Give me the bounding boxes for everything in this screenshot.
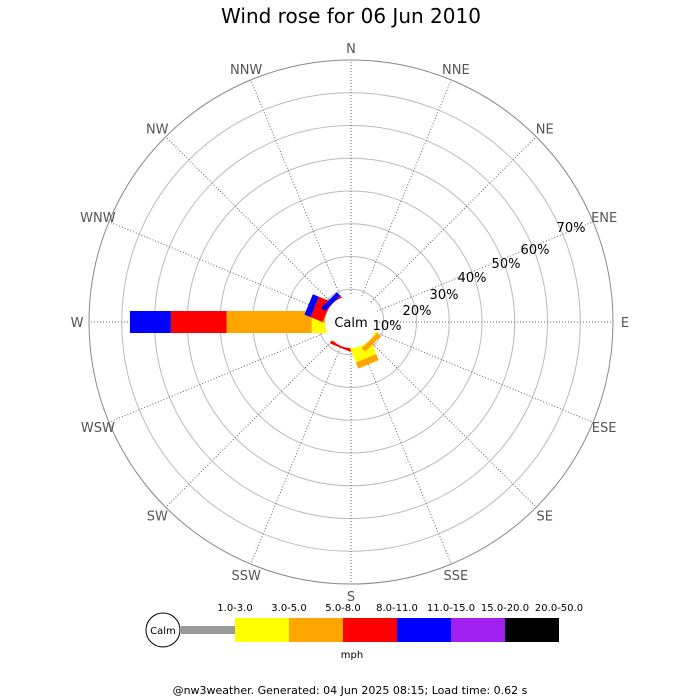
legend-label-0: 1.0-3.0 <box>217 603 252 614</box>
dir-label-e: E <box>621 316 629 331</box>
ring-label-70: 70% <box>557 221 586 236</box>
legend-calm-label: Calm <box>150 626 176 637</box>
rose-spokes <box>89 60 613 584</box>
legend-swatch-1 <box>235 618 289 642</box>
calm-label: Calm <box>334 316 367 331</box>
spoke-wnw <box>108 221 326 312</box>
dir-label-nne: NNE <box>442 63 470 78</box>
dir-label-wsw: WSW <box>81 421 115 436</box>
spoke-nne <box>361 79 452 297</box>
legend-label-1: 3.0-5.0 <box>271 603 306 614</box>
dir-label-w: W <box>71 316 84 331</box>
spoke-sse <box>361 347 452 565</box>
spoke-sw <box>165 341 332 508</box>
spoke-nw <box>165 136 332 303</box>
outer-ring <box>88 59 614 585</box>
legend-unit: mph <box>341 650 363 661</box>
bar-sse-2 <box>355 354 379 369</box>
bar-w-4 <box>129 311 171 333</box>
spoke-ene <box>376 221 594 312</box>
chart-title: Wind rose for 06 Jun 2010 <box>221 4 481 28</box>
legend-label-5: 15.0-20.0 <box>481 603 529 614</box>
dir-label-s: S <box>347 590 355 605</box>
ring-labels: 10%20%30% 40% 50%60% 70% <box>373 221 586 334</box>
bar-w-3 <box>170 311 227 333</box>
legend-label-6: 20.0-50.0 <box>535 603 583 614</box>
legend-label-2: 5.0-8.0 <box>325 603 360 614</box>
dir-label-wnw: WNW <box>80 211 116 226</box>
bar-w-2 <box>226 311 312 333</box>
legend-swatch-4 <box>397 618 451 642</box>
footer-text: @nw3weather. Generated: 04 Jun 2025 08:1… <box>173 684 528 697</box>
legend-calm-circle <box>145 612 181 648</box>
dir-label-ne: NE <box>536 122 554 137</box>
legend-swatch-3 <box>343 618 397 642</box>
bar-nw-4 <box>321 292 341 312</box>
dir-label-se: SE <box>537 510 553 525</box>
legend-label-4: 11.0-15.0 <box>427 603 475 614</box>
legend-swatch-5 <box>451 618 505 642</box>
dir-label-n: N <box>346 42 356 57</box>
direction-labels: N NNE NE ENE E ESE SE SSE S SSW SW WSW W WNW NW NNW <box>71 42 630 605</box>
dir-label-nnw: NNW <box>230 63 262 78</box>
dir-label-ene: ENE <box>591 211 617 226</box>
legend-swatch-0 <box>181 626 235 634</box>
spoke-se <box>370 341 537 508</box>
legend-swatch-2 <box>289 618 343 642</box>
ring-label-30: 30% <box>430 288 459 303</box>
dir-label-sse: SSE <box>443 569 468 584</box>
ring-label-10: 10% <box>373 319 402 334</box>
legend-swatch-6 <box>505 618 559 642</box>
spoke-ssw <box>250 347 341 565</box>
spoke-ne <box>370 136 537 303</box>
bar-se-2 <box>361 332 381 352</box>
ring-label-40: 40% <box>458 271 487 286</box>
dir-label-sw: SW <box>147 510 168 525</box>
bar-ssw-3 <box>330 340 352 352</box>
ring-label-20: 20% <box>403 304 432 319</box>
legend-label-3: 8.0-11.0 <box>376 603 418 614</box>
dir-label-ssw: SSW <box>231 569 261 584</box>
ring-label-60: 60% <box>521 243 550 258</box>
dir-label-ese: ESE <box>592 421 617 436</box>
calm-circle <box>325 296 377 348</box>
bar-wnw-4 <box>304 294 319 318</box>
spoke-wsw <box>108 332 326 423</box>
ring-label-50: 50% <box>492 257 521 272</box>
speed-legend: Calm mph 1.0-3.0 3.0-5.0 5.0-8.0 8.0-11.0 11… <box>145 603 583 661</box>
spoke-ese <box>376 332 594 423</box>
dir-label-nw: NW <box>146 122 169 137</box>
spoke-nnw <box>250 79 341 297</box>
